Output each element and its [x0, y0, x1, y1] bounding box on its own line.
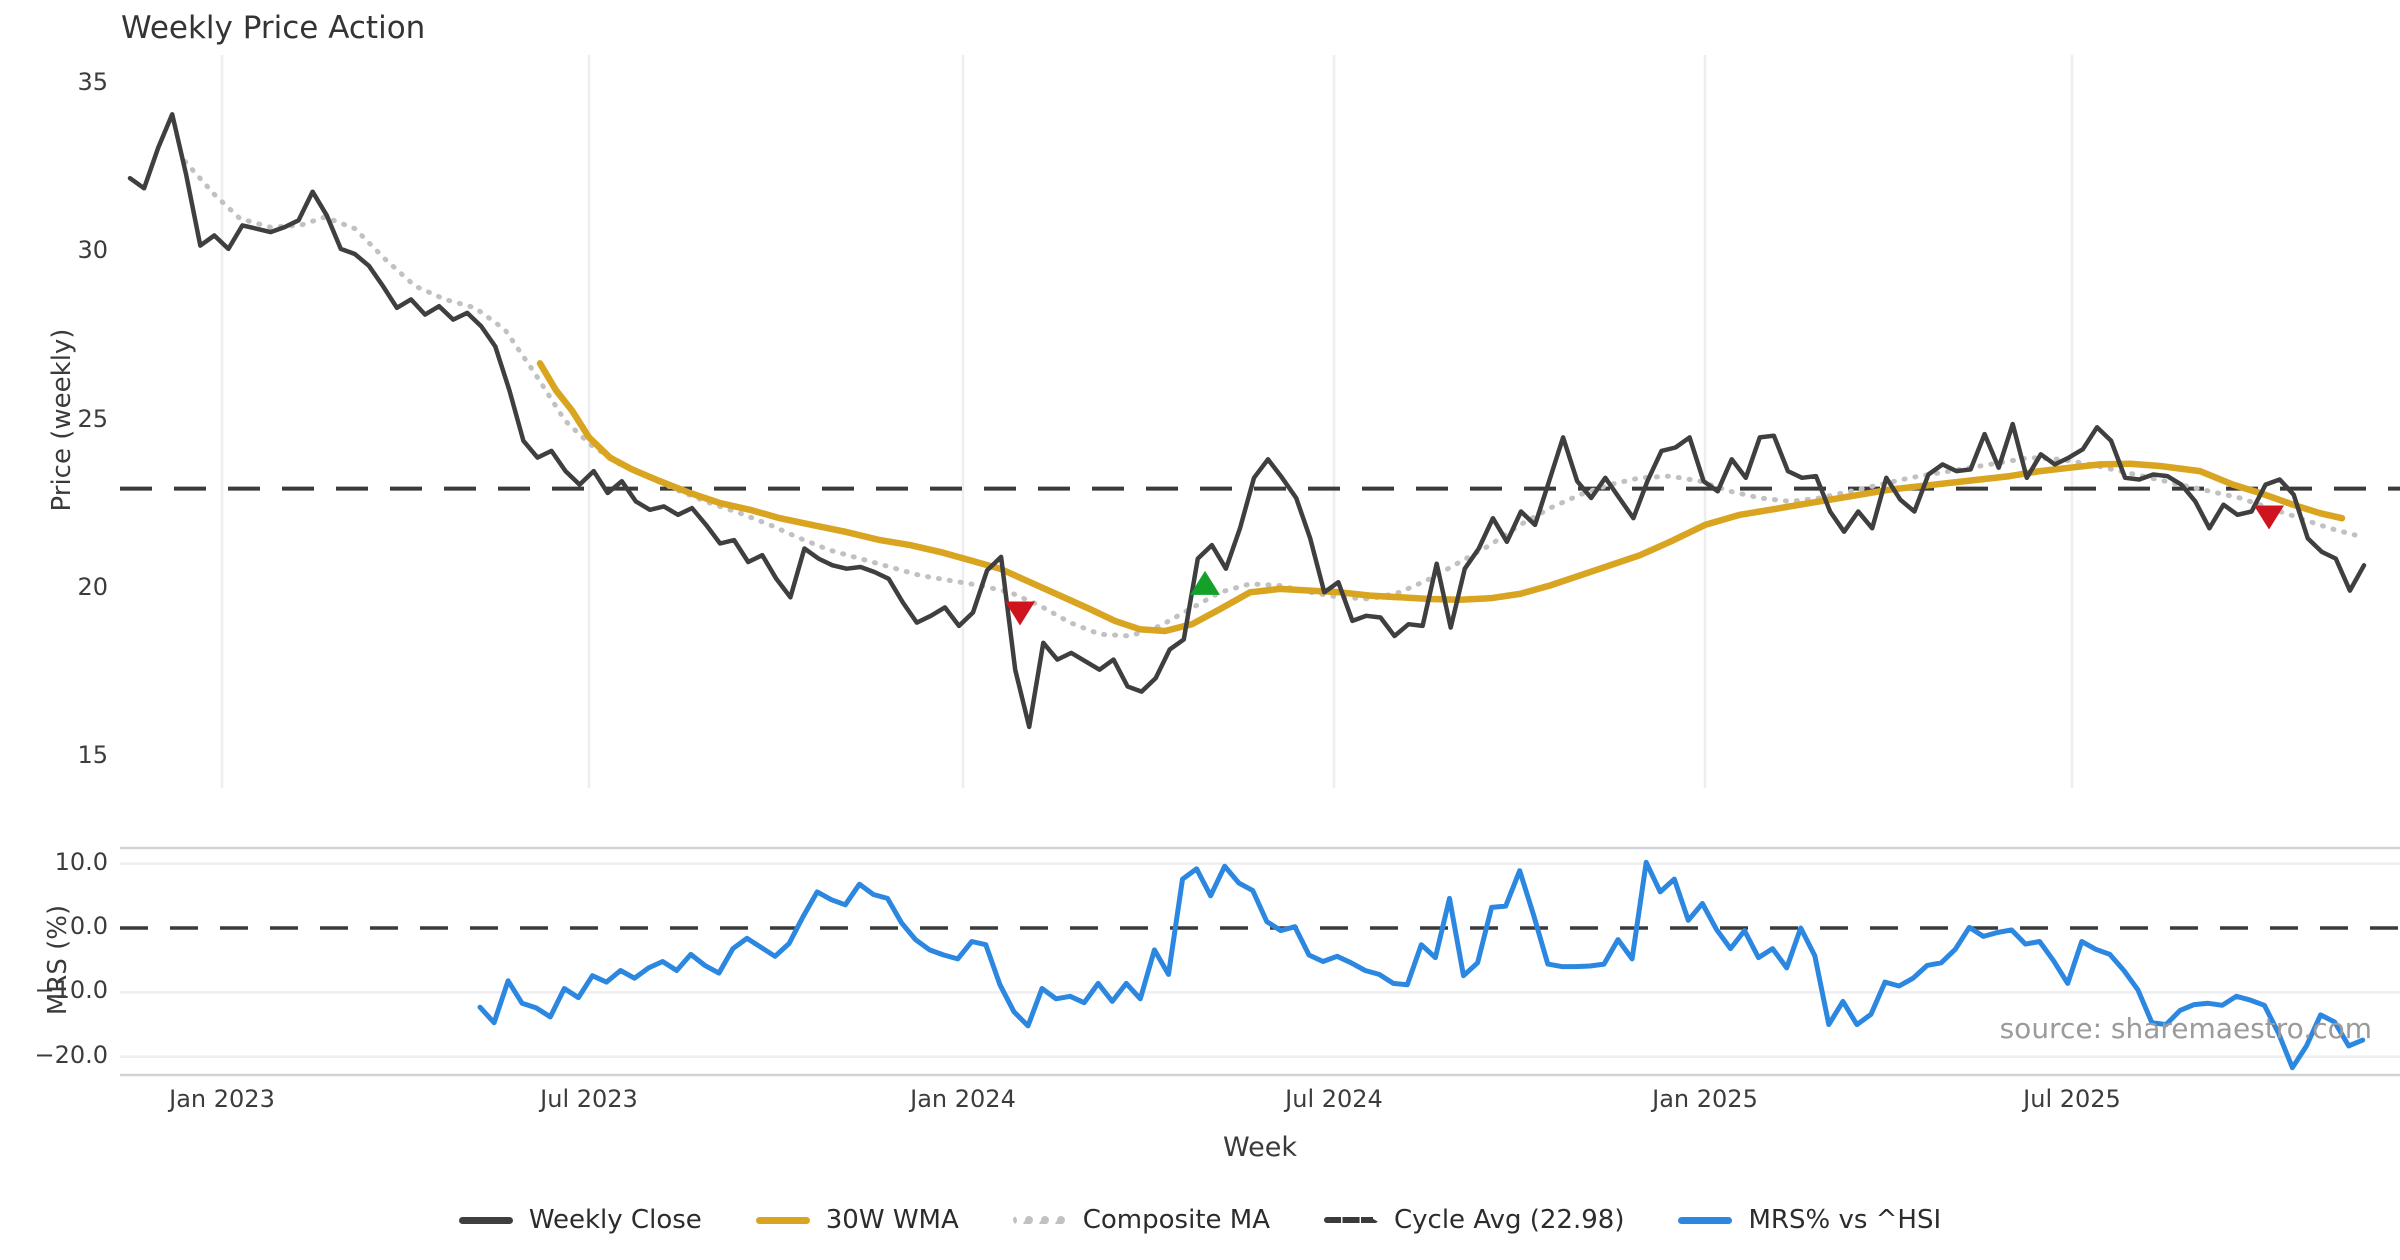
mrs-tick-label: 0.0 — [69, 912, 108, 940]
x-tick-label: Jan 2023 — [169, 1085, 275, 1113]
legend-label: Weekly Close — [528, 1205, 702, 1235]
signal-markers — [1005, 505, 2284, 626]
mrs-tick-label: −20.0 — [34, 1040, 108, 1069]
legend-swatch-icon — [1012, 1216, 1067, 1224]
price-tick-label: 15 — [77, 741, 108, 770]
chart-legend: Weekly Close 30W WMA Composite MA Cycle Avg… — [0, 1205, 2400, 1235]
price-tick-label: 20 — [77, 572, 108, 601]
price-tick-label: 25 — [77, 404, 108, 433]
legend-label: 30W WMA — [825, 1205, 959, 1235]
legend-label: MRS% vs ^HSI — [1748, 1205, 1942, 1235]
mrs-line — [477, 859, 2366, 1071]
weekly-close-line — [127, 112, 2367, 730]
source-note: source: sharemaestro.com — [1999, 1012, 2372, 1045]
sell-signal-icon — [1005, 601, 1035, 626]
legend-swatch-icon — [458, 1216, 513, 1224]
legend-item-30w-wma: 30W WMA — [755, 1205, 959, 1235]
mrs-axis-label: MRS (%) — [43, 904, 73, 1016]
x-tick-label: Jan 2024 — [910, 1085, 1016, 1113]
mrs-tick-label: 10.0 — [54, 847, 108, 876]
x-tick-label: Jul 2023 — [540, 1085, 638, 1113]
buy-signal-icon — [1190, 570, 1220, 595]
x-axis-label: Week — [1223, 1132, 1297, 1163]
price-panel-gridlines — [220, 55, 2074, 788]
sell-signal-icon — [2254, 505, 2284, 530]
legend-swatch-icon — [1324, 1217, 1378, 1223]
page-title: Weekly Price Action — [121, 10, 426, 46]
legend-swatch-icon — [755, 1216, 810, 1224]
x-tick-label: Jul 2024 — [1285, 1085, 1383, 1113]
legend-item-mrs-vs-hsi: MRS% vs ^HSI — [1678, 1205, 1941, 1235]
mrs-tick-label: −10.0 — [34, 976, 108, 1005]
price-tick-label: 35 — [77, 68, 108, 96]
legend-item-cycle-avg-22-98-: Cycle Avg (22.98) — [1324, 1205, 1624, 1235]
x-tick-label: Jan 2025 — [1652, 1085, 1758, 1113]
legend-item-composite-ma: Composite MA — [1012, 1205, 1270, 1235]
legend-label: Cycle Avg (22.98) — [1394, 1205, 1625, 1235]
legend-item-weekly-close: Weekly Close — [458, 1205, 702, 1235]
price-tick-label: 30 — [77, 236, 108, 265]
mrs-panel-gridlines — [120, 846, 2400, 1077]
x-tick-label: Jul 2025 — [2023, 1085, 2121, 1113]
legend-swatch-icon — [1678, 1216, 1733, 1224]
legend-label: Composite MA — [1082, 1205, 1270, 1235]
